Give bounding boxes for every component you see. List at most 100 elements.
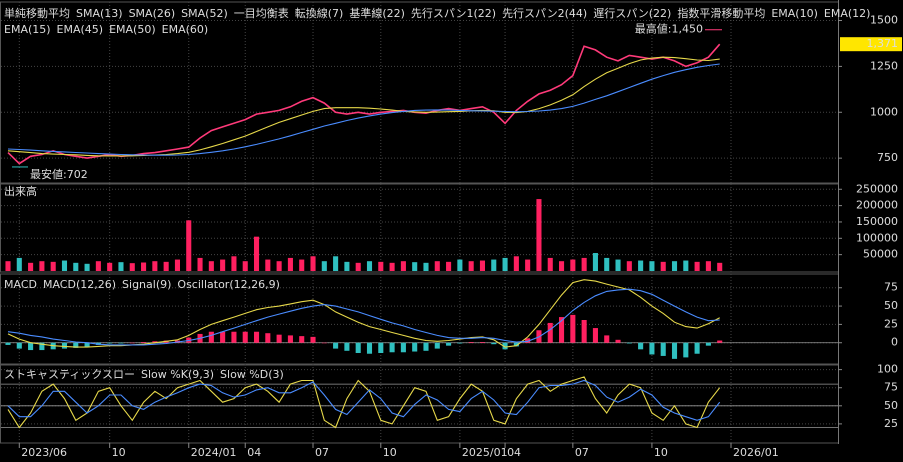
bar <box>208 261 214 271</box>
bar <box>649 261 655 271</box>
low-label: 最安値:702 <box>30 167 88 181</box>
x-tick-label: 10 <box>112 446 126 459</box>
bar <box>208 331 214 343</box>
bar <box>5 342 11 345</box>
bar <box>502 257 508 271</box>
bar <box>174 259 180 271</box>
bar <box>321 261 327 271</box>
x-tick-label: 2023/06 <box>21 446 67 459</box>
bar <box>660 261 666 271</box>
bar <box>95 261 101 271</box>
bar <box>141 342 147 343</box>
bar <box>197 257 203 271</box>
bar <box>412 342 418 352</box>
bar <box>242 261 248 271</box>
bar <box>638 260 644 271</box>
bar <box>28 342 34 351</box>
y-tick-label: 250000 <box>856 182 898 195</box>
bar <box>73 262 79 271</box>
legend-label: Oscillator(12,26,9) <box>177 278 279 291</box>
bar <box>717 340 723 343</box>
bar <box>547 322 553 343</box>
bar <box>276 261 282 271</box>
price-label: 1,371 <box>867 37 899 50</box>
bar <box>491 342 497 345</box>
bar <box>457 342 463 344</box>
bar <box>129 263 135 271</box>
panel-frame <box>0 183 839 273</box>
x-tick-label: 04 <box>247 446 261 459</box>
bar <box>581 320 587 343</box>
legend-label: EMA(12) <box>824 7 871 20</box>
bar <box>457 259 463 271</box>
bar <box>671 342 678 359</box>
bar <box>705 261 711 271</box>
bar <box>366 342 373 354</box>
bar <box>683 342 689 358</box>
bar <box>16 342 22 349</box>
bar <box>434 342 440 349</box>
bar <box>705 342 711 346</box>
line <box>7 379 721 421</box>
line <box>7 43 721 165</box>
legend-label: Slow %K(9,3) <box>141 368 214 381</box>
bar <box>152 341 158 343</box>
line <box>7 56 720 157</box>
price-box <box>840 37 902 52</box>
bar <box>513 342 519 347</box>
line <box>7 288 720 346</box>
panel-title: 出来高 <box>4 184 37 198</box>
bar <box>547 257 553 271</box>
y-tick-label: 1500 <box>870 14 898 27</box>
bar <box>61 342 68 349</box>
bar <box>231 256 237 271</box>
bar <box>378 342 384 353</box>
bar <box>129 342 135 344</box>
bar <box>231 331 237 343</box>
bar <box>163 261 169 271</box>
legend-label: SMA(13) <box>76 7 123 20</box>
bar <box>16 257 22 271</box>
bar <box>287 257 293 271</box>
bar <box>446 342 452 346</box>
bar <box>400 261 406 271</box>
legend-label: EMA(60) <box>162 23 209 36</box>
x-tick-label: 10 <box>383 446 397 459</box>
y-tick-label: 150000 <box>856 215 898 228</box>
bar <box>536 199 542 271</box>
legend-label: SMA(26) <box>129 7 176 20</box>
bar <box>604 335 610 343</box>
bar <box>592 328 598 343</box>
x-tick-label: 2026/01 <box>733 446 779 459</box>
y-tick-label: 200000 <box>856 199 898 212</box>
bar <box>638 342 644 350</box>
bar <box>265 333 271 343</box>
legend-label: Signal(9) <box>122 278 171 291</box>
x-tick-label: 10 <box>654 446 668 459</box>
legend-label: EMA(10) <box>771 7 818 20</box>
bar <box>423 342 429 351</box>
bar <box>412 262 418 271</box>
bar <box>717 262 723 271</box>
bar <box>525 338 531 343</box>
bar <box>468 342 474 343</box>
legend-label: SMA(52) <box>181 7 228 20</box>
y-tick-label: 750 <box>877 151 898 164</box>
high-label: 最高値:1,450 <box>635 22 703 36</box>
bar <box>389 262 395 271</box>
bar <box>333 342 339 349</box>
x-tick-label: 2025/01 <box>462 446 508 459</box>
bar <box>378 261 384 271</box>
legend-label: EMA(15) <box>4 23 51 36</box>
legend-label: EMA(45) <box>57 23 104 36</box>
bar <box>446 261 452 271</box>
y-tick-label: 1250 <box>870 59 898 72</box>
bar <box>694 261 700 271</box>
bar <box>5 261 11 271</box>
bar <box>61 260 68 271</box>
bar <box>525 259 531 271</box>
y-tick-label: 50 <box>884 399 898 412</box>
y-tick-label: 100000 <box>856 231 898 244</box>
y-tick-label: 50 <box>884 299 898 312</box>
bar <box>39 342 45 351</box>
